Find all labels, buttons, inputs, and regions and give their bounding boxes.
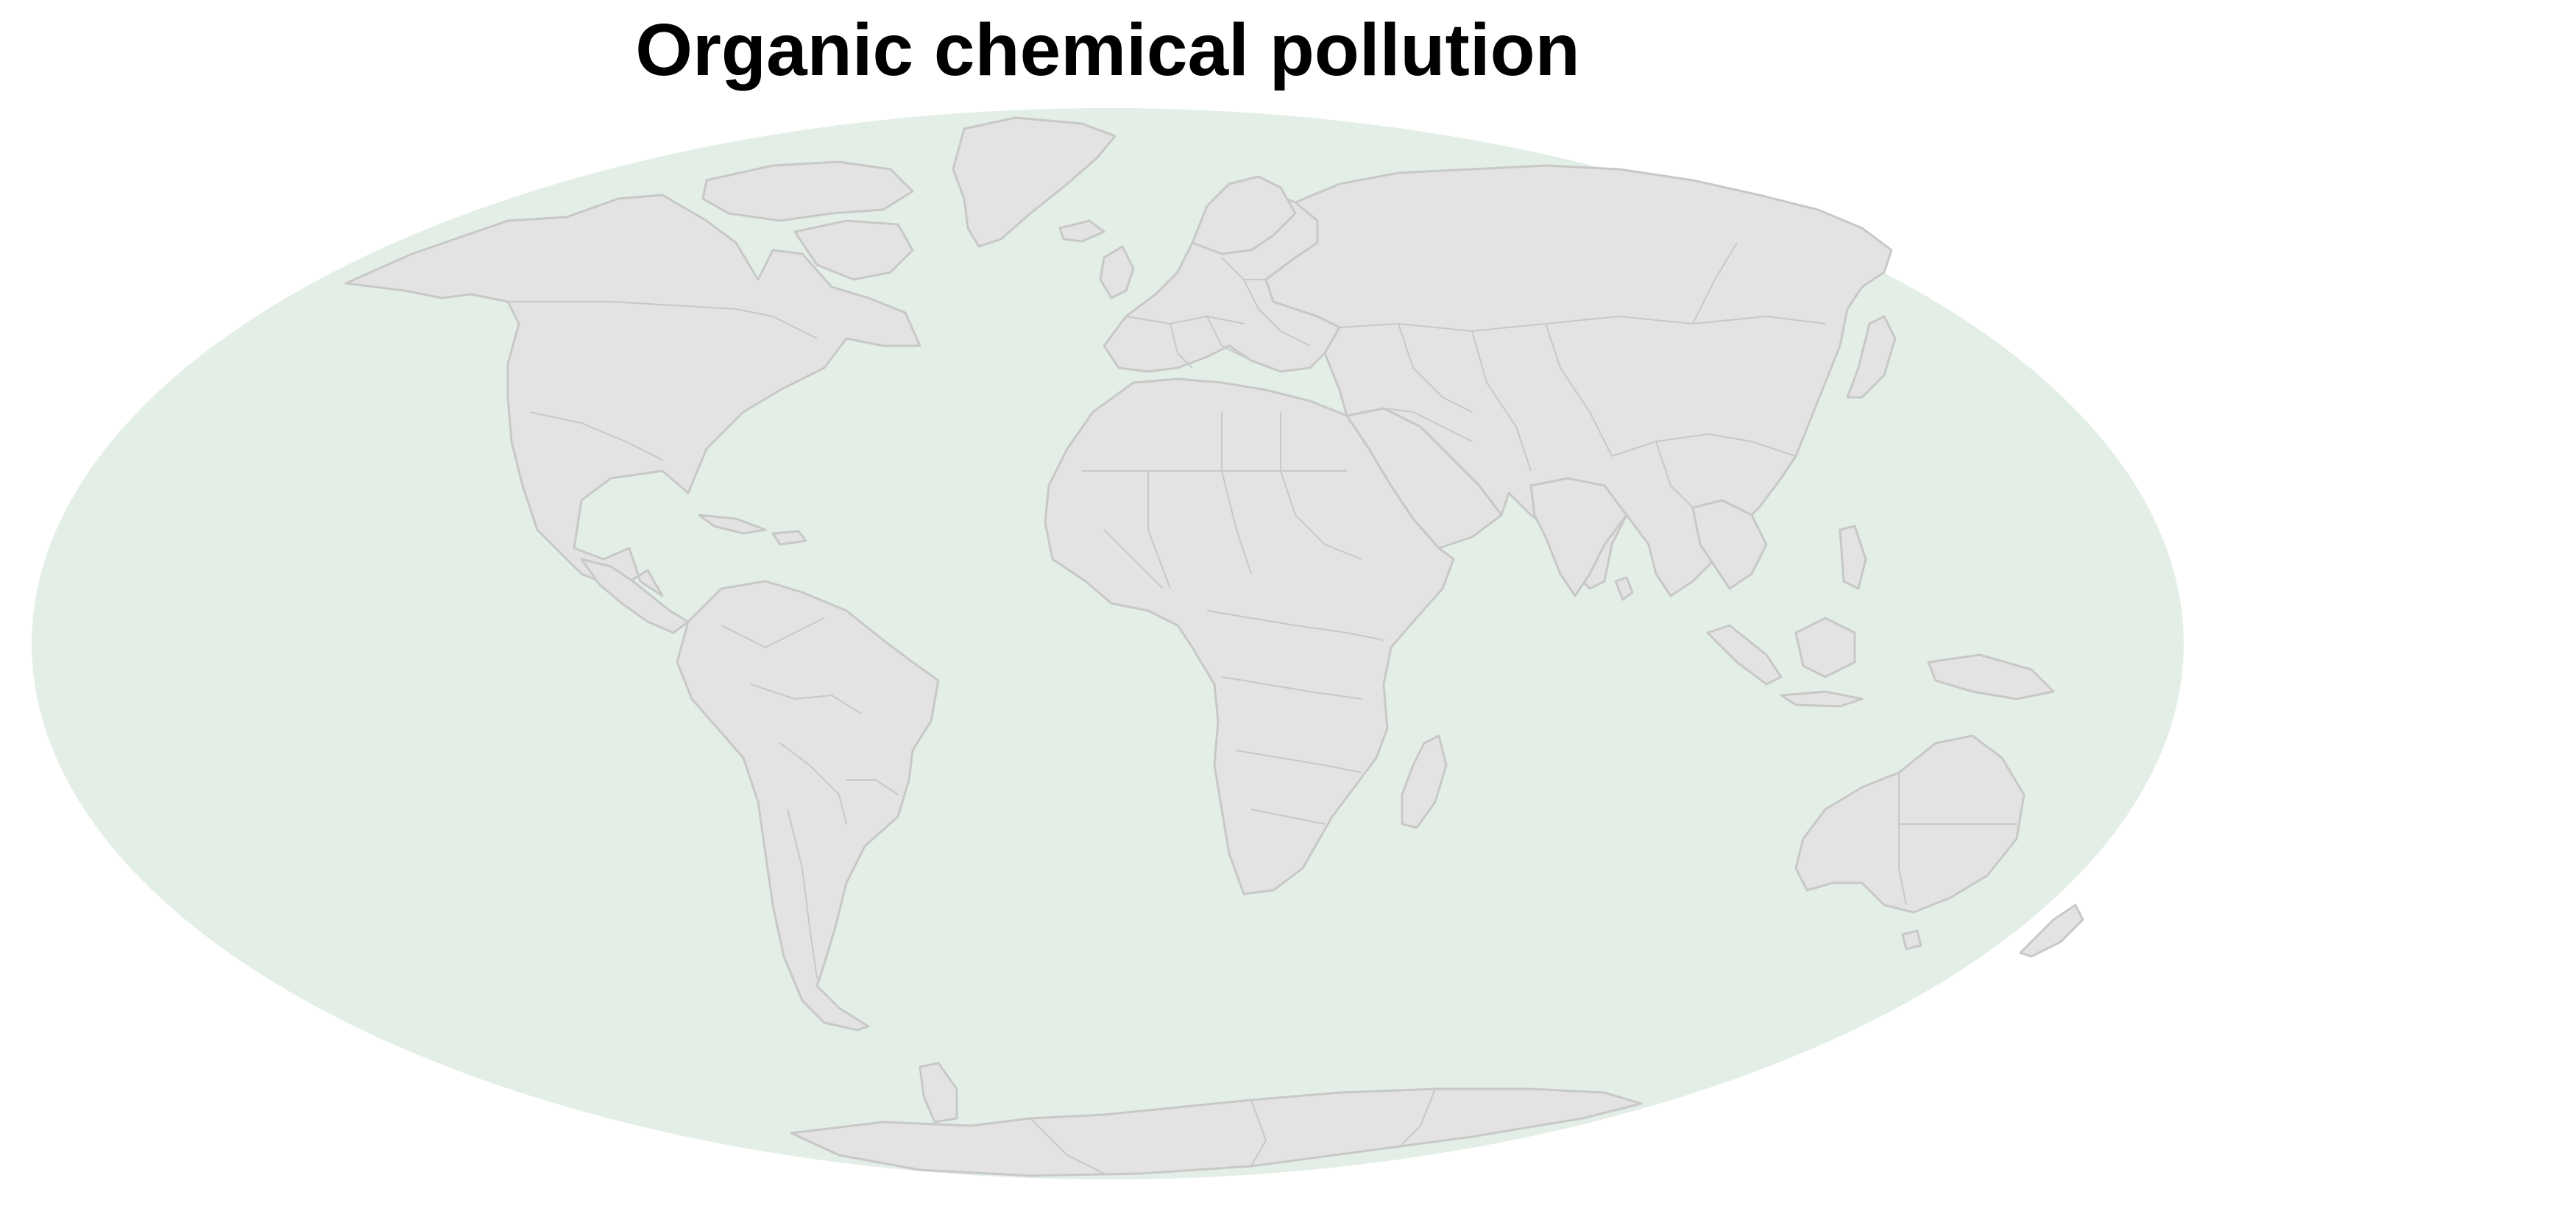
border-as-1 bbox=[1339, 316, 1826, 332]
border-au-1 bbox=[1898, 773, 1907, 906]
land-japan bbox=[1846, 315, 1897, 399]
land-sri-lanka bbox=[1614, 576, 1634, 601]
land-asia bbox=[1264, 164, 1893, 597]
land-greenland bbox=[952, 116, 1117, 248]
border-af-2 bbox=[1147, 471, 1171, 589]
border-as-8 bbox=[1692, 242, 1738, 324]
land-south-america bbox=[676, 580, 940, 1032]
land-india bbox=[1529, 477, 1628, 597]
border-eu-2 bbox=[1170, 323, 1193, 369]
landmasses bbox=[344, 116, 2084, 1177]
land-hispaniola bbox=[771, 530, 807, 546]
land-new-guinea bbox=[1927, 653, 2055, 700]
land-north-america bbox=[344, 194, 921, 597]
land-sumatra bbox=[1706, 624, 1783, 686]
land-tasmania bbox=[1901, 929, 1922, 951]
border-sa-4 bbox=[787, 809, 818, 979]
country-borders bbox=[508, 242, 2017, 1174]
border-af-7 bbox=[1236, 750, 1362, 773]
border-as-7 bbox=[1383, 408, 1473, 442]
border-eu-4 bbox=[1243, 279, 1311, 347]
border-an-3 bbox=[1398, 1088, 1436, 1149]
border-an-2 bbox=[1250, 1099, 1267, 1167]
border-as-4 bbox=[1545, 323, 1613, 457]
border-sa-5 bbox=[846, 779, 899, 795]
border-af-4 bbox=[1280, 412, 1362, 560]
border-af-9 bbox=[1103, 529, 1164, 589]
land-antarctic-peninsula bbox=[919, 1062, 958, 1124]
border-as-6 bbox=[1655, 441, 1694, 508]
land-madagascar bbox=[1401, 734, 1448, 829]
border-as-3 bbox=[1471, 330, 1532, 472]
border-as-2 bbox=[1398, 323, 1473, 413]
land-antarctica bbox=[790, 1087, 1643, 1177]
land-british-isles bbox=[1099, 245, 1135, 299]
map-title: Organic chemical pollution bbox=[635, 9, 1580, 91]
border-eu-3 bbox=[1206, 316, 1252, 361]
border-us-mexico bbox=[529, 411, 663, 461]
land-baffin-island bbox=[793, 219, 914, 281]
land-indochina bbox=[1691, 499, 1768, 590]
border-as-5 bbox=[1611, 433, 1797, 457]
border-eu-5 bbox=[1221, 257, 1266, 280]
land-scandinavia bbox=[1191, 175, 1297, 255]
border-af-8 bbox=[1250, 809, 1326, 825]
land-borneo bbox=[1794, 617, 1856, 678]
border-an-1 bbox=[1030, 1118, 1105, 1174]
border-af-6 bbox=[1221, 676, 1362, 700]
land-philippines bbox=[1839, 525, 1867, 590]
land-new-zealand bbox=[2019, 904, 2084, 958]
land-canadian-arctic bbox=[701, 160, 914, 222]
border-eu-1 bbox=[1125, 316, 1245, 324]
border-sa-1 bbox=[721, 617, 825, 648]
land-iceland bbox=[1058, 219, 1105, 243]
border-af-5 bbox=[1206, 610, 1384, 641]
border-us-canada bbox=[508, 301, 818, 339]
border-sa-2 bbox=[750, 684, 862, 714]
land-java bbox=[1780, 690, 1864, 708]
border-sa-3 bbox=[779, 742, 847, 825]
land-cuba bbox=[698, 514, 767, 535]
border-af-3 bbox=[1221, 412, 1252, 575]
